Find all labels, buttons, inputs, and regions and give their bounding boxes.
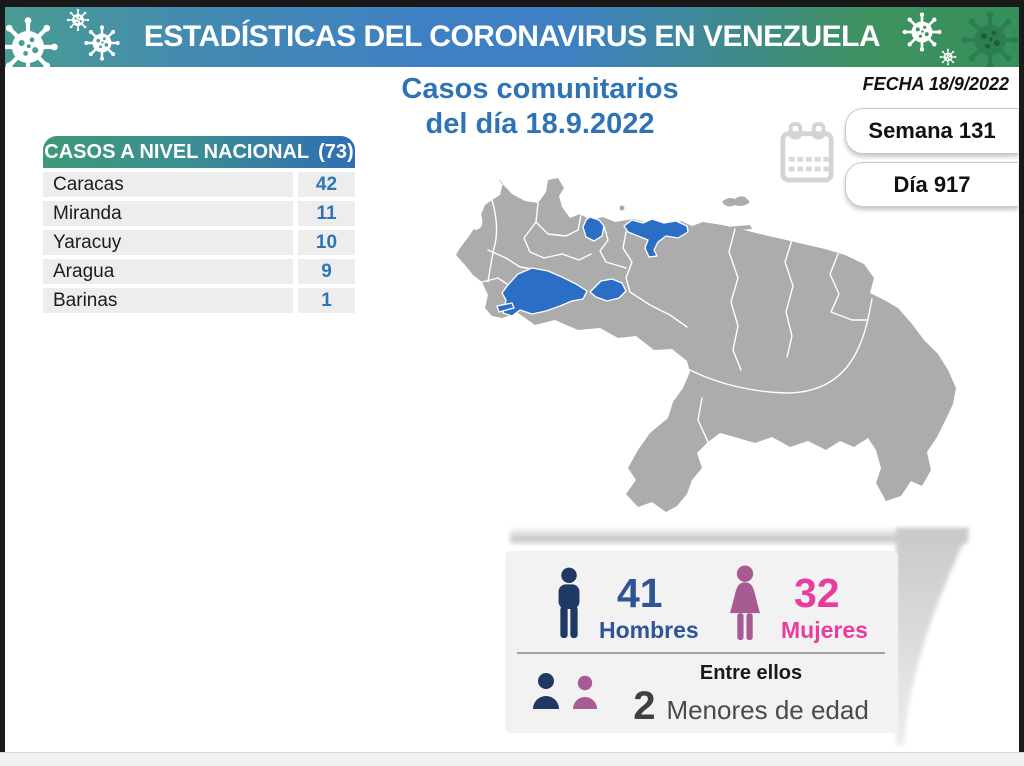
map-state-caracas-miranda-aragua	[623, 218, 689, 258]
minors-label: Menores de edad	[666, 695, 869, 725]
calendar-icon	[780, 122, 834, 183]
country-outline	[456, 178, 956, 512]
bottom-strip	[0, 752, 1024, 766]
state-name: Aragua	[43, 259, 293, 284]
minors-line: 2 Menores de edad	[615, 684, 887, 728]
panel-curl-shadow	[510, 527, 970, 746]
women-count: 32	[794, 570, 840, 616]
minors-block: Entre ellos 2 Menores de edad	[615, 661, 887, 726]
subtitle: Casos comunitarios del día 18.9.2022	[340, 72, 740, 142]
state-name: Barinas	[43, 288, 293, 313]
frame-left	[0, 7, 5, 752]
national-cases-table: CASOS A NIVEL NACIONAL (73) Caracas 42 M…	[43, 136, 355, 317]
minors-count: 2	[633, 684, 656, 728]
table-row: Caracas 42	[43, 172, 355, 197]
fecha-label: FECHA 18/9/2022	[862, 74, 1009, 94]
table-title: CASOS A NIVEL NACIONAL	[44, 140, 310, 163]
demographics-panel: 41 Hombres 32 Mujeres Entre ellos 2	[505, 551, 898, 733]
subtitle-line2: del día 18.9.2022	[425, 108, 655, 140]
state-value: 11	[298, 201, 355, 226]
map-state-portuguesa	[589, 278, 627, 302]
semana-badge: Semana 131	[845, 108, 1018, 154]
frame-top	[0, 0, 1024, 7]
table-rows: Caracas 42 Miranda 11 Yaracuy 10 Aragua …	[43, 172, 355, 313]
state-name: Caracas	[43, 172, 293, 197]
page-title: ESTADÍSTICAS DEL CORONAVIRUS EN VENEZUEL…	[143, 20, 881, 53]
state-name: Yaracuy	[43, 230, 293, 255]
table-row: Yaracuy 10	[43, 230, 355, 255]
title-banner: ESTADÍSTICAS DEL CORONAVIRUS EN VENEZUEL…	[5, 7, 1019, 67]
frame-right	[1019, 7, 1024, 752]
woman-icon	[730, 565, 760, 641]
lake-maracaibo	[466, 206, 483, 230]
women-label: Mujeres	[781, 617, 868, 643]
map-state-barinas-sliver	[496, 302, 515, 313]
table-row: Barinas 1	[43, 288, 355, 313]
table-header: CASOS A NIVEL NACIONAL (73)	[43, 136, 355, 168]
state-value: 10	[298, 230, 355, 255]
map-state-yaracuy	[582, 216, 605, 242]
dia-badge: Día 917	[845, 162, 1018, 207]
highlighted-states	[496, 216, 689, 317]
table-row: Aragua 9	[43, 259, 355, 284]
minors-intro: Entre ellos	[699, 662, 803, 684]
men-label: Hombres	[599, 617, 699, 643]
state-value: 1	[298, 288, 355, 313]
table-row: Miranda 11	[43, 201, 355, 226]
panel-divider	[517, 652, 885, 654]
map-islands	[619, 196, 752, 231]
table-total: (73)	[318, 140, 354, 163]
men-count: 41	[617, 570, 663, 616]
state-borders	[481, 199, 873, 443]
state-value: 42	[298, 172, 355, 197]
subtitle-line1: Casos comunitarios	[401, 73, 679, 105]
venezuela-map	[456, 178, 956, 512]
state-value: 9	[298, 259, 355, 284]
man-icon	[558, 567, 580, 639]
state-name: Miranda	[43, 201, 293, 226]
minors-icons	[533, 673, 597, 709]
